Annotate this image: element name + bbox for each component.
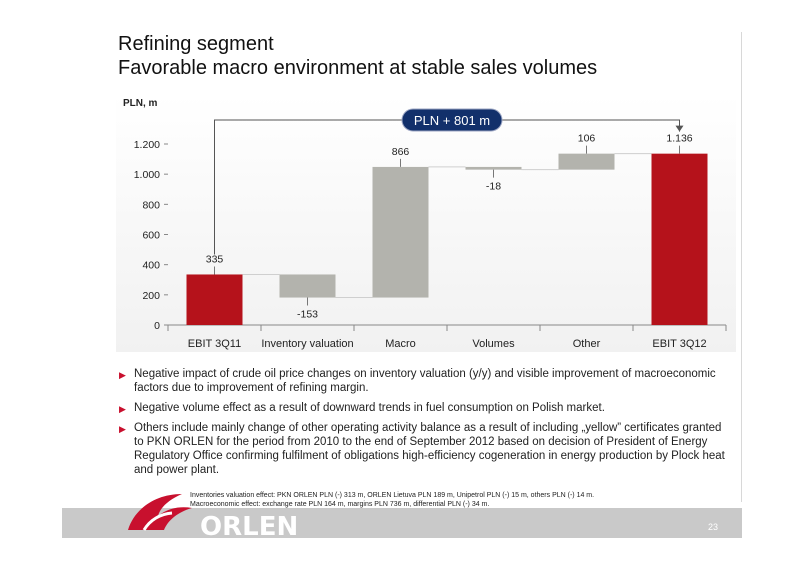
waterfall-bar	[558, 153, 615, 170]
annotation-bracket	[214, 119, 680, 255]
value-label: 1.136	[666, 133, 692, 145]
waterfall-chart: 0 200 400 600 800 1.000 1.200 335 EBIT 3Q11 -153 I…	[134, 108, 727, 350]
category-label: Inventory valuation	[261, 338, 353, 350]
y-tick-label: 0	[154, 320, 160, 332]
category-label: Other	[573, 338, 601, 350]
category-label: EBIT 3Q11	[188, 338, 241, 350]
bullet-item: ▶ Negative volume effect as a result of d…	[118, 401, 733, 415]
waterfall-bar	[279, 274, 336, 298]
y-tick-label: 1.000	[134, 169, 160, 181]
value-label: 106	[578, 133, 596, 145]
waterfall-bar	[372, 166, 429, 298]
category-label: Macro	[385, 338, 416, 350]
bullet-list: ▶ Negative impact of crude oil price chan…	[118, 367, 733, 483]
waterfall-bar	[651, 153, 708, 325]
page-number: 23	[708, 522, 719, 532]
category-label: EBIT 3Q12	[652, 338, 706, 350]
y-tick-label: 800	[142, 199, 160, 211]
value-label: -153	[297, 309, 318, 321]
bullet-item: ▶ Negative impact of crude oil price chan…	[118, 367, 733, 395]
waterfall-bar	[465, 166, 522, 170]
bullet-arrow-icon: ▶	[119, 404, 126, 414]
footnote-line-2: Macroeconomic effect: exchange rate PLN …	[190, 501, 490, 508]
right-divider	[741, 32, 742, 502]
footnotes: Inventories valuation effect: PKN ORLEN …	[190, 491, 594, 509]
category-label: Volumes	[472, 338, 515, 350]
value-label: 335	[206, 253, 224, 265]
annotation-label: PLN + 801 m	[414, 113, 490, 128]
slide-title-line-1: Refining segment	[118, 33, 274, 55]
bullet-text: Others include mainly change of other op…	[134, 422, 725, 476]
slide-title: Refining segment Favorable macro environ…	[118, 32, 597, 80]
footnote-line-1: Inventories valuation effect: PKN ORLEN …	[190, 492, 595, 499]
y-tick-label: 600	[142, 230, 160, 242]
value-label: -18	[486, 181, 501, 193]
bullet-text: Negative impact of crude oil price chang…	[134, 368, 716, 394]
y-tick-label: 1.200	[134, 139, 160, 151]
orlen-logo-text: ORLEN	[200, 512, 299, 542]
annotation-pill	[401, 108, 503, 132]
bullet-item: ▶ Others include mainly change of other o…	[118, 421, 733, 477]
unit-label: PLN, m	[123, 98, 158, 109]
slide-title-line-2: Favorable macro environment at stable sa…	[118, 57, 598, 79]
orlen-eagle-icon	[128, 494, 192, 531]
value-label: 866	[392, 146, 410, 158]
bullet-arrow-icon: ▶	[119, 424, 126, 434]
y-tick-label: 200	[142, 290, 160, 302]
bullet-arrow-icon: ▶	[119, 370, 126, 380]
bullet-text: Negative volume effect as a result of do…	[134, 402, 605, 414]
annotation-arrowhead	[675, 125, 684, 132]
waterfall-bar	[186, 274, 243, 325]
y-tick-label: 400	[142, 260, 160, 272]
